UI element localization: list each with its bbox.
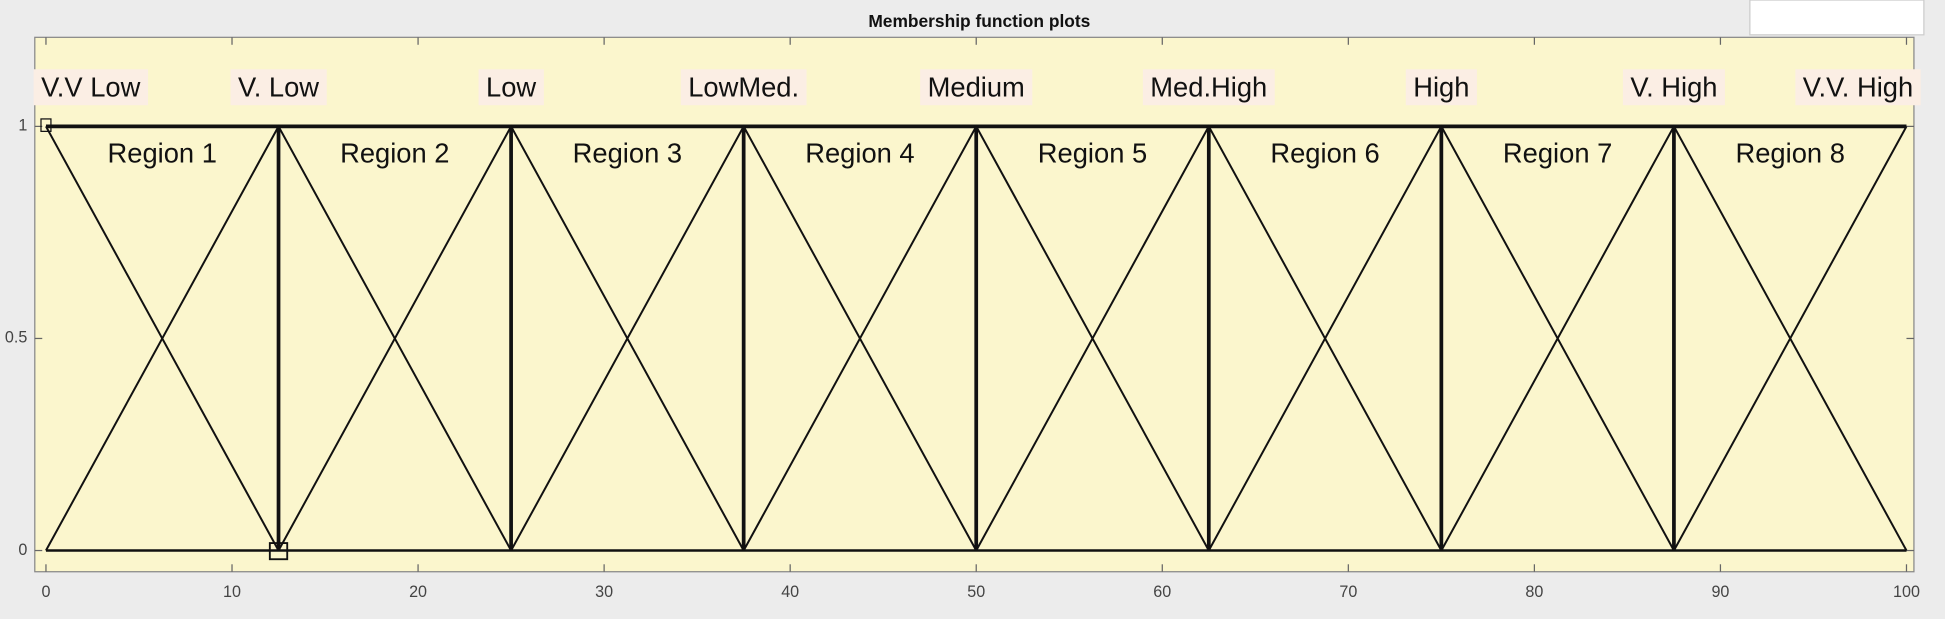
legend-label-bg	[1795, 69, 1921, 106]
legend-label-bg	[478, 69, 544, 106]
legend-label-bg	[1622, 69, 1725, 106]
region-label: Region 1	[108, 138, 217, 169]
x-tick-label: 90	[1711, 583, 1729, 601]
region-label: Region 3	[573, 138, 682, 169]
legend-label: V.V. High	[1803, 72, 1913, 103]
x-tick-label: 60	[1153, 583, 1171, 601]
region-label: Region 5	[1038, 138, 1147, 169]
legend-label-bg	[230, 69, 327, 106]
legend-label: V. Low	[238, 72, 319, 103]
legend-label: Medium	[928, 72, 1025, 103]
x-tick-label: 30	[595, 583, 613, 601]
x-tick-label: 40	[781, 583, 799, 601]
legend-label: V. High	[1630, 72, 1717, 103]
x-tick-label: 20	[409, 583, 427, 601]
x-tick-label: 70	[1339, 583, 1357, 601]
legend-label: Low	[486, 72, 536, 103]
legend-label-bg	[1142, 69, 1275, 106]
x-tick-label: 80	[1525, 583, 1543, 601]
selection-marker	[40, 118, 52, 132]
region-label: Region 6	[1270, 138, 1379, 169]
corner-box	[1749, 0, 1925, 36]
region-label: Region 2	[340, 138, 449, 169]
x-tick-label: 0	[41, 583, 50, 601]
legend-label: High	[1413, 72, 1469, 103]
selection-marker	[268, 542, 289, 561]
x-tick-label: 50	[967, 583, 985, 601]
legend-label-bg	[680, 69, 807, 106]
region-label: Region 4	[805, 138, 914, 169]
region-label: Region 8	[1736, 138, 1845, 169]
legend-label-bg	[920, 69, 1033, 106]
legend-label-bg	[33, 69, 149, 106]
x-tick-label: 10	[223, 583, 241, 601]
y-tick-label: 0	[18, 541, 27, 559]
x-tick-label: 100	[1893, 583, 1920, 601]
region-label: Region 7	[1503, 138, 1612, 169]
y-tick-label: 0.5	[5, 329, 27, 347]
legend-label: Med.High	[1150, 72, 1267, 103]
legend-label: LowMed.	[688, 72, 799, 103]
y-tick-label: 1	[18, 117, 27, 135]
membership-line	[1673, 125, 1908, 552]
legend-label-bg	[1405, 69, 1477, 106]
legend-label: V.V Low	[41, 72, 141, 103]
chart-title: Membership function plots	[868, 11, 1090, 31]
